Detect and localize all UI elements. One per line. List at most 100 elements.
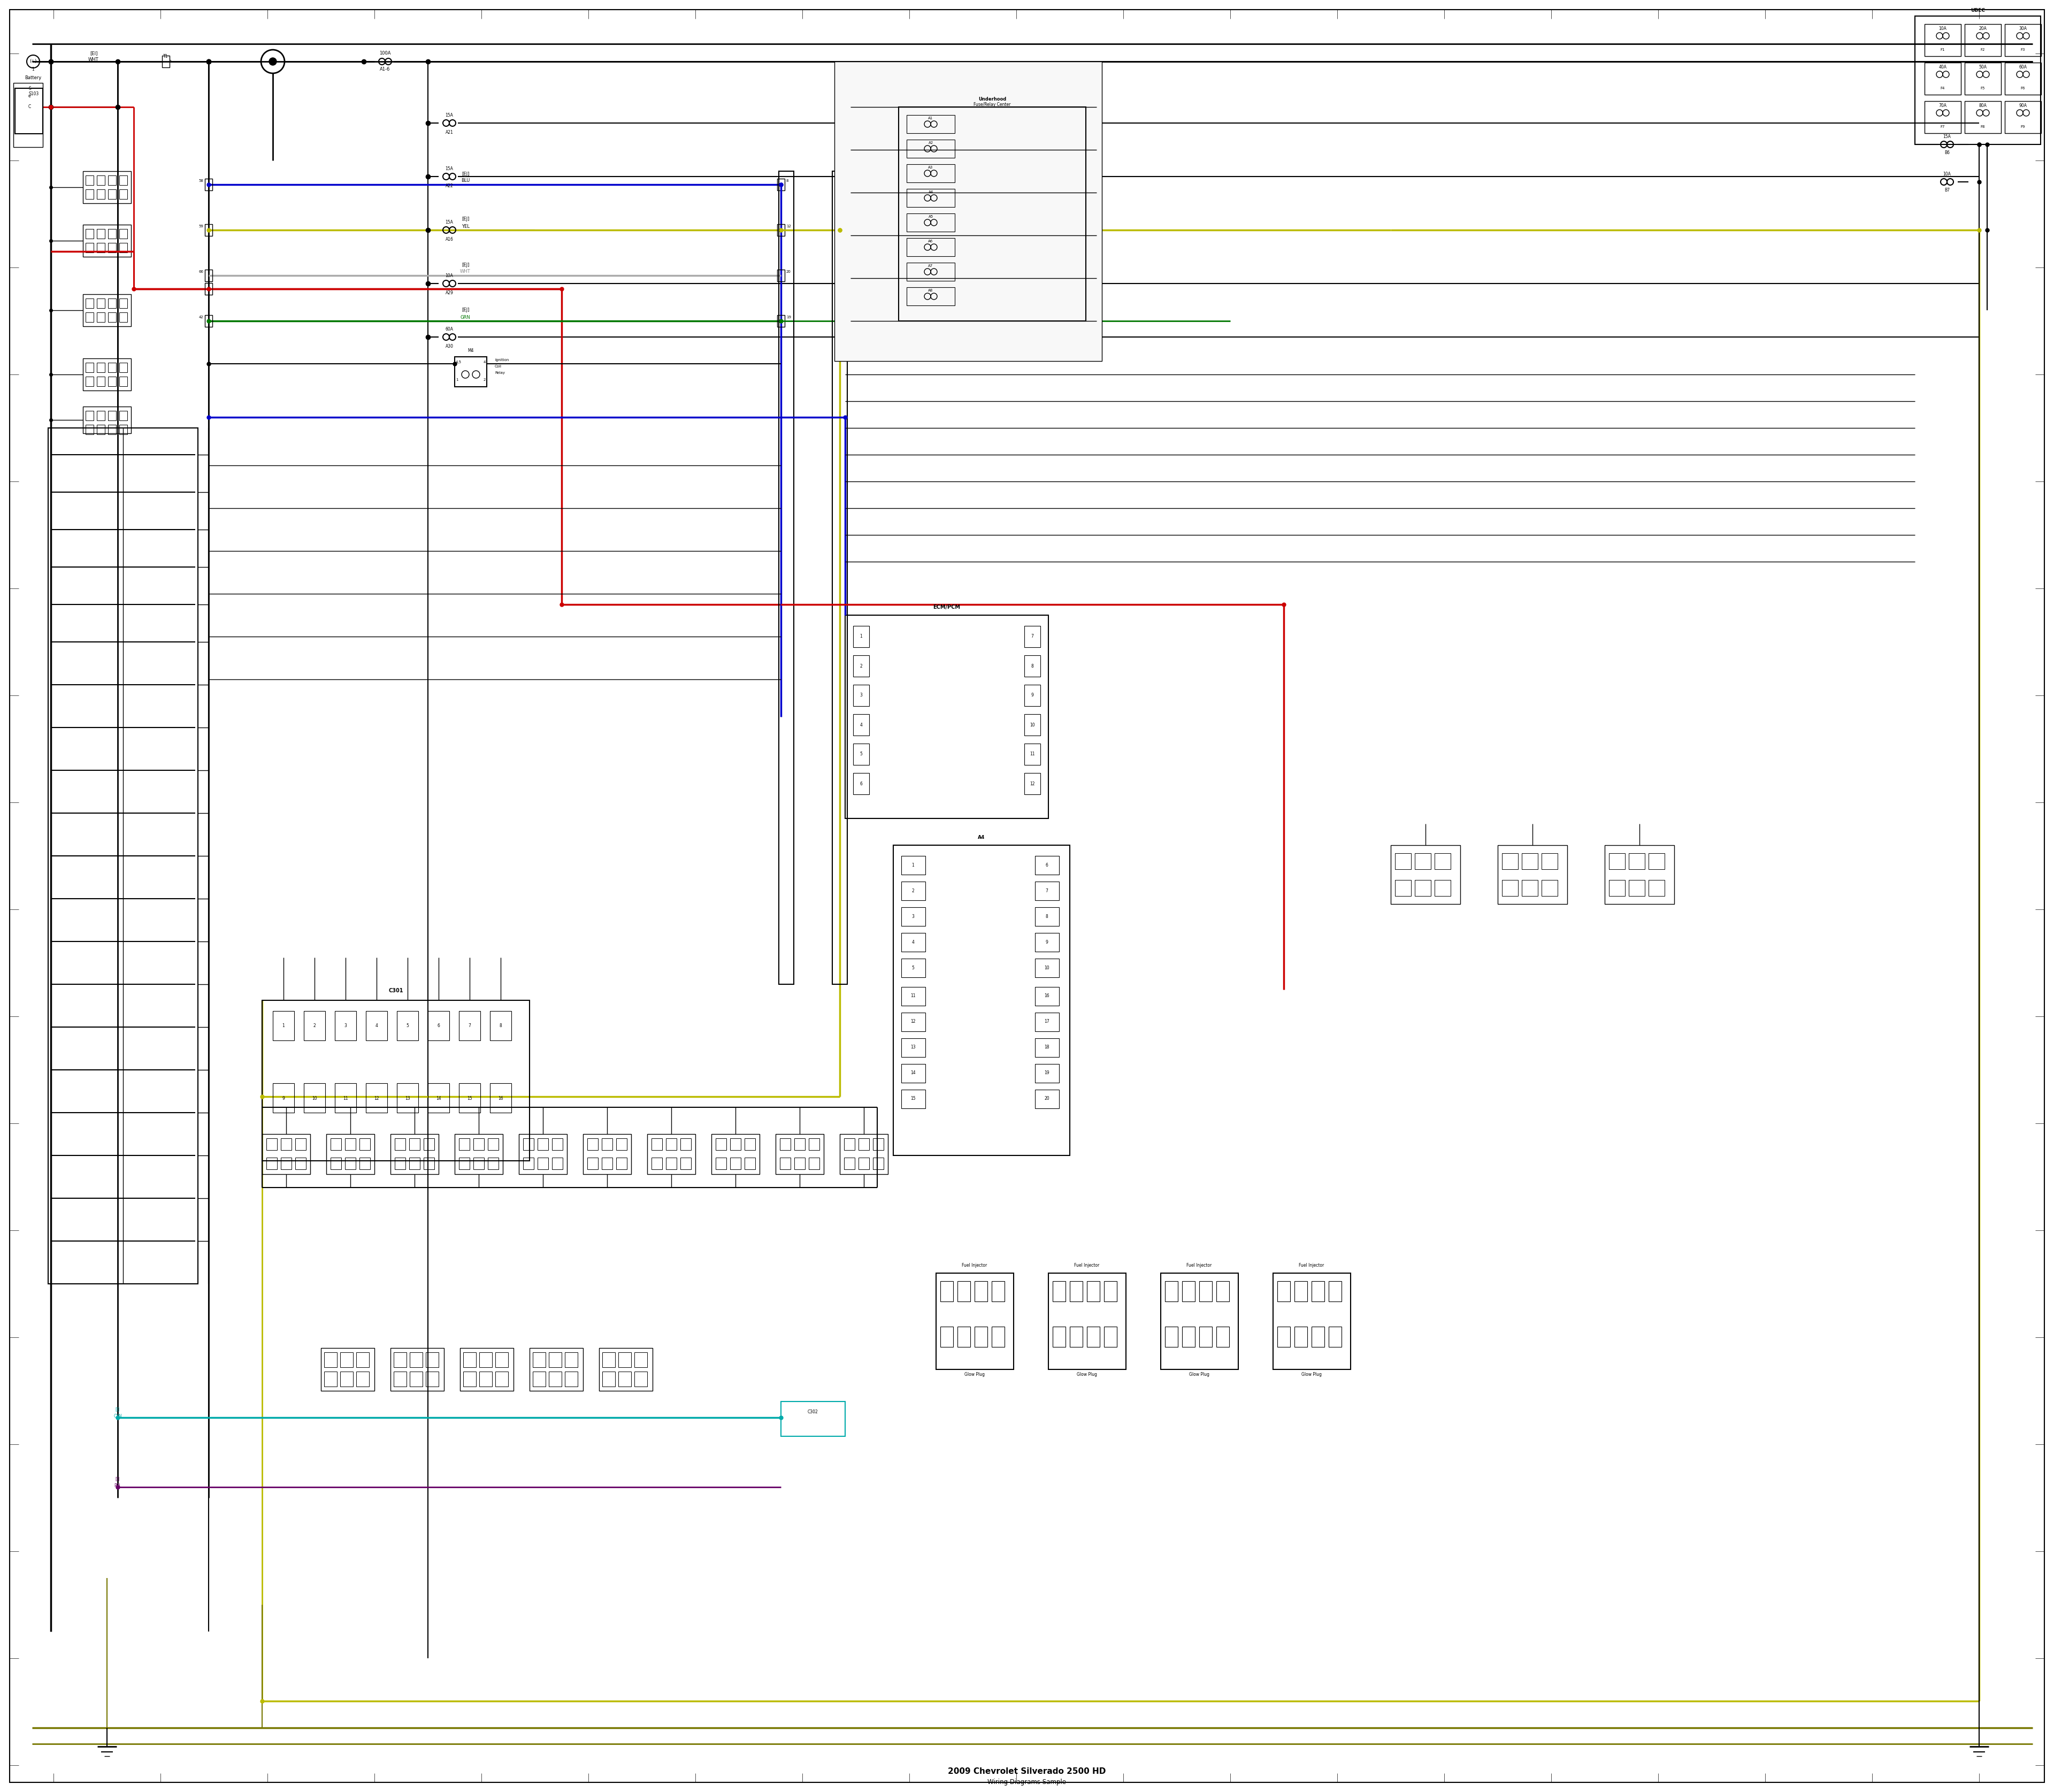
Bar [1278, 1326, 1290, 1348]
Text: 7: 7 [468, 1023, 470, 1029]
Bar [390, 1348, 444, 1391]
Bar [109, 299, 117, 308]
Text: T1: T1 [164, 54, 168, 59]
Text: B6: B6 [1945, 151, 1949, 154]
Bar [489, 1158, 499, 1170]
Bar [495, 1371, 507, 1387]
Bar [1183, 1326, 1195, 1348]
Text: 4,5: 4,5 [456, 360, 462, 364]
Text: Glow Plug: Glow Plug [1302, 1373, 1321, 1378]
Text: A4: A4 [928, 190, 933, 194]
Bar [906, 188, 955, 208]
Text: 10A: 10A [1939, 25, 1947, 30]
Bar [600, 1348, 653, 1391]
Bar [553, 1158, 563, 1170]
Bar [119, 244, 127, 253]
Text: 70A: 70A [1939, 102, 1947, 108]
Text: 15A: 15A [446, 220, 454, 224]
Text: M4: M4 [468, 348, 474, 353]
Bar [454, 1134, 503, 1174]
Bar [781, 1138, 791, 1150]
Bar [1329, 1281, 1341, 1301]
Bar [834, 61, 1101, 360]
Bar [729, 1138, 741, 1150]
Bar [1522, 880, 1538, 896]
Text: 3: 3 [861, 694, 863, 697]
Bar [852, 744, 869, 765]
Text: S103: S103 [29, 91, 39, 97]
Bar [14, 88, 43, 134]
Text: [EJ]: [EJ] [462, 308, 468, 312]
Bar [331, 1158, 341, 1170]
Text: 1: 1 [281, 1023, 286, 1029]
Bar [1161, 1272, 1239, 1369]
Bar [715, 1158, 727, 1170]
Bar [1966, 23, 2001, 56]
Bar [1434, 853, 1450, 869]
Bar [809, 1158, 820, 1170]
Bar [1087, 1326, 1099, 1348]
Text: 12: 12 [787, 224, 791, 228]
Bar [524, 1138, 534, 1150]
Bar [1294, 1326, 1306, 1348]
Bar [1035, 907, 1060, 926]
Text: 1: 1 [861, 634, 863, 640]
Bar [427, 1011, 450, 1041]
Bar [957, 1326, 969, 1348]
Bar [1052, 1326, 1066, 1348]
Bar [974, 1281, 988, 1301]
Bar [119, 299, 127, 308]
Bar [1966, 63, 2001, 95]
Text: Fuel Injector: Fuel Injector [961, 1263, 988, 1269]
Bar [1329, 1326, 1341, 1348]
Bar [524, 1158, 534, 1170]
Bar [273, 1011, 294, 1041]
Bar [906, 140, 955, 158]
Bar [409, 1353, 423, 1367]
Text: C302: C302 [807, 1410, 817, 1414]
Bar [665, 1138, 676, 1150]
Text: 7: 7 [1031, 634, 1033, 640]
Text: 13: 13 [405, 1095, 411, 1100]
Bar [119, 229, 127, 238]
Bar [458, 1158, 470, 1170]
Text: 6: 6 [1045, 862, 1048, 867]
Text: A30: A30 [446, 344, 454, 349]
Bar [281, 1138, 292, 1150]
Bar [82, 407, 131, 434]
Bar [273, 1082, 294, 1113]
Bar [1497, 846, 1567, 903]
Bar [86, 229, 94, 238]
Bar [1391, 846, 1460, 903]
Bar [937, 1272, 1013, 1369]
Text: 5: 5 [912, 966, 914, 969]
Bar [532, 1353, 546, 1367]
Bar [520, 1134, 567, 1174]
Bar [394, 1371, 407, 1387]
Bar [366, 1011, 388, 1041]
Bar [647, 1134, 696, 1174]
Text: 16: 16 [1043, 993, 1050, 998]
Bar [873, 1138, 883, 1150]
Bar [1608, 853, 1625, 869]
Text: 15: 15 [910, 1097, 916, 1100]
Bar [281, 1158, 292, 1170]
Text: 8: 8 [499, 1023, 501, 1029]
Bar [86, 425, 94, 434]
Bar [267, 1158, 277, 1170]
Bar [1025, 772, 1041, 794]
Bar [532, 1371, 546, 1387]
Bar [296, 1138, 306, 1150]
Bar [359, 1138, 370, 1150]
Text: [EJ]: [EJ] [462, 217, 468, 222]
Bar [109, 376, 117, 387]
Text: S: S [29, 86, 31, 91]
Text: 15: 15 [466, 1095, 472, 1100]
Text: 15A: 15A [1943, 134, 1951, 138]
Bar [97, 312, 105, 323]
Bar [396, 1011, 419, 1041]
Text: A1-6: A1-6 [380, 66, 390, 72]
Bar [267, 1138, 277, 1150]
Text: 6: 6 [438, 1023, 440, 1029]
Bar [119, 190, 127, 199]
